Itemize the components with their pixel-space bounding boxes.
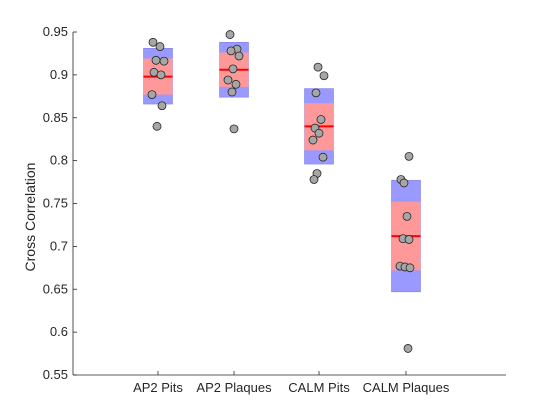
data-point <box>319 71 329 81</box>
data-point <box>404 235 414 244</box>
y-tick-label: 0.85 <box>43 110 68 125</box>
data-point <box>148 37 158 47</box>
data-point <box>159 56 169 66</box>
data-point <box>151 55 161 65</box>
plot-bands <box>143 41 421 293</box>
data-point <box>227 87 237 97</box>
data-point <box>318 152 328 162</box>
x-tick-label: AP2 Pits <box>133 380 183 395</box>
y-tick-label: 0.95 <box>43 24 68 39</box>
plot-points <box>147 30 415 353</box>
data-point <box>228 64 238 74</box>
data-point <box>308 135 318 145</box>
data-point <box>399 178 409 188</box>
x-tick-label: CALM Pits <box>288 380 350 395</box>
data-point <box>147 90 157 99</box>
y-axis-label: Cross Correlation <box>22 163 38 272</box>
data-point <box>225 30 235 39</box>
data-point <box>309 175 319 184</box>
data-point <box>157 101 167 111</box>
x-tick-label: AP2 Plaques <box>196 380 272 395</box>
data-point <box>234 51 244 61</box>
y-axis: 0.55 0.6 0.65 0.7 0.75 0.8 0.85 0.9 0.95 <box>43 24 77 382</box>
data-point <box>156 70 166 80</box>
y-tick-label: 0.75 <box>43 196 68 211</box>
data-point <box>403 344 413 353</box>
x-axis: AP2 Pits AP2 Plaques CALM Pits CALM Plaques <box>73 371 506 395</box>
data-point <box>226 46 236 56</box>
y-tick-label: 0.8 <box>50 153 68 168</box>
data-point <box>402 211 412 221</box>
data-point <box>152 121 162 131</box>
x-tick-label: CALM Plaques <box>363 380 450 395</box>
data-point <box>231 79 241 89</box>
data-point <box>313 62 323 72</box>
plot-mean-lines <box>143 68 421 238</box>
data-point <box>314 128 324 138</box>
data-point <box>316 115 326 124</box>
data-point <box>404 151 414 161</box>
y-tick-label: 0.55 <box>43 367 68 382</box>
data-point <box>311 88 321 98</box>
y-tick-label: 0.65 <box>43 281 68 296</box>
y-tick-label: 0.9 <box>50 67 68 82</box>
y-tick-label: 0.7 <box>50 238 68 253</box>
data-point <box>229 124 239 134</box>
data-point <box>155 42 165 51</box>
data-point <box>405 263 415 273</box>
y-tick-label: 0.6 <box>50 324 68 339</box>
data-point <box>223 75 233 85</box>
